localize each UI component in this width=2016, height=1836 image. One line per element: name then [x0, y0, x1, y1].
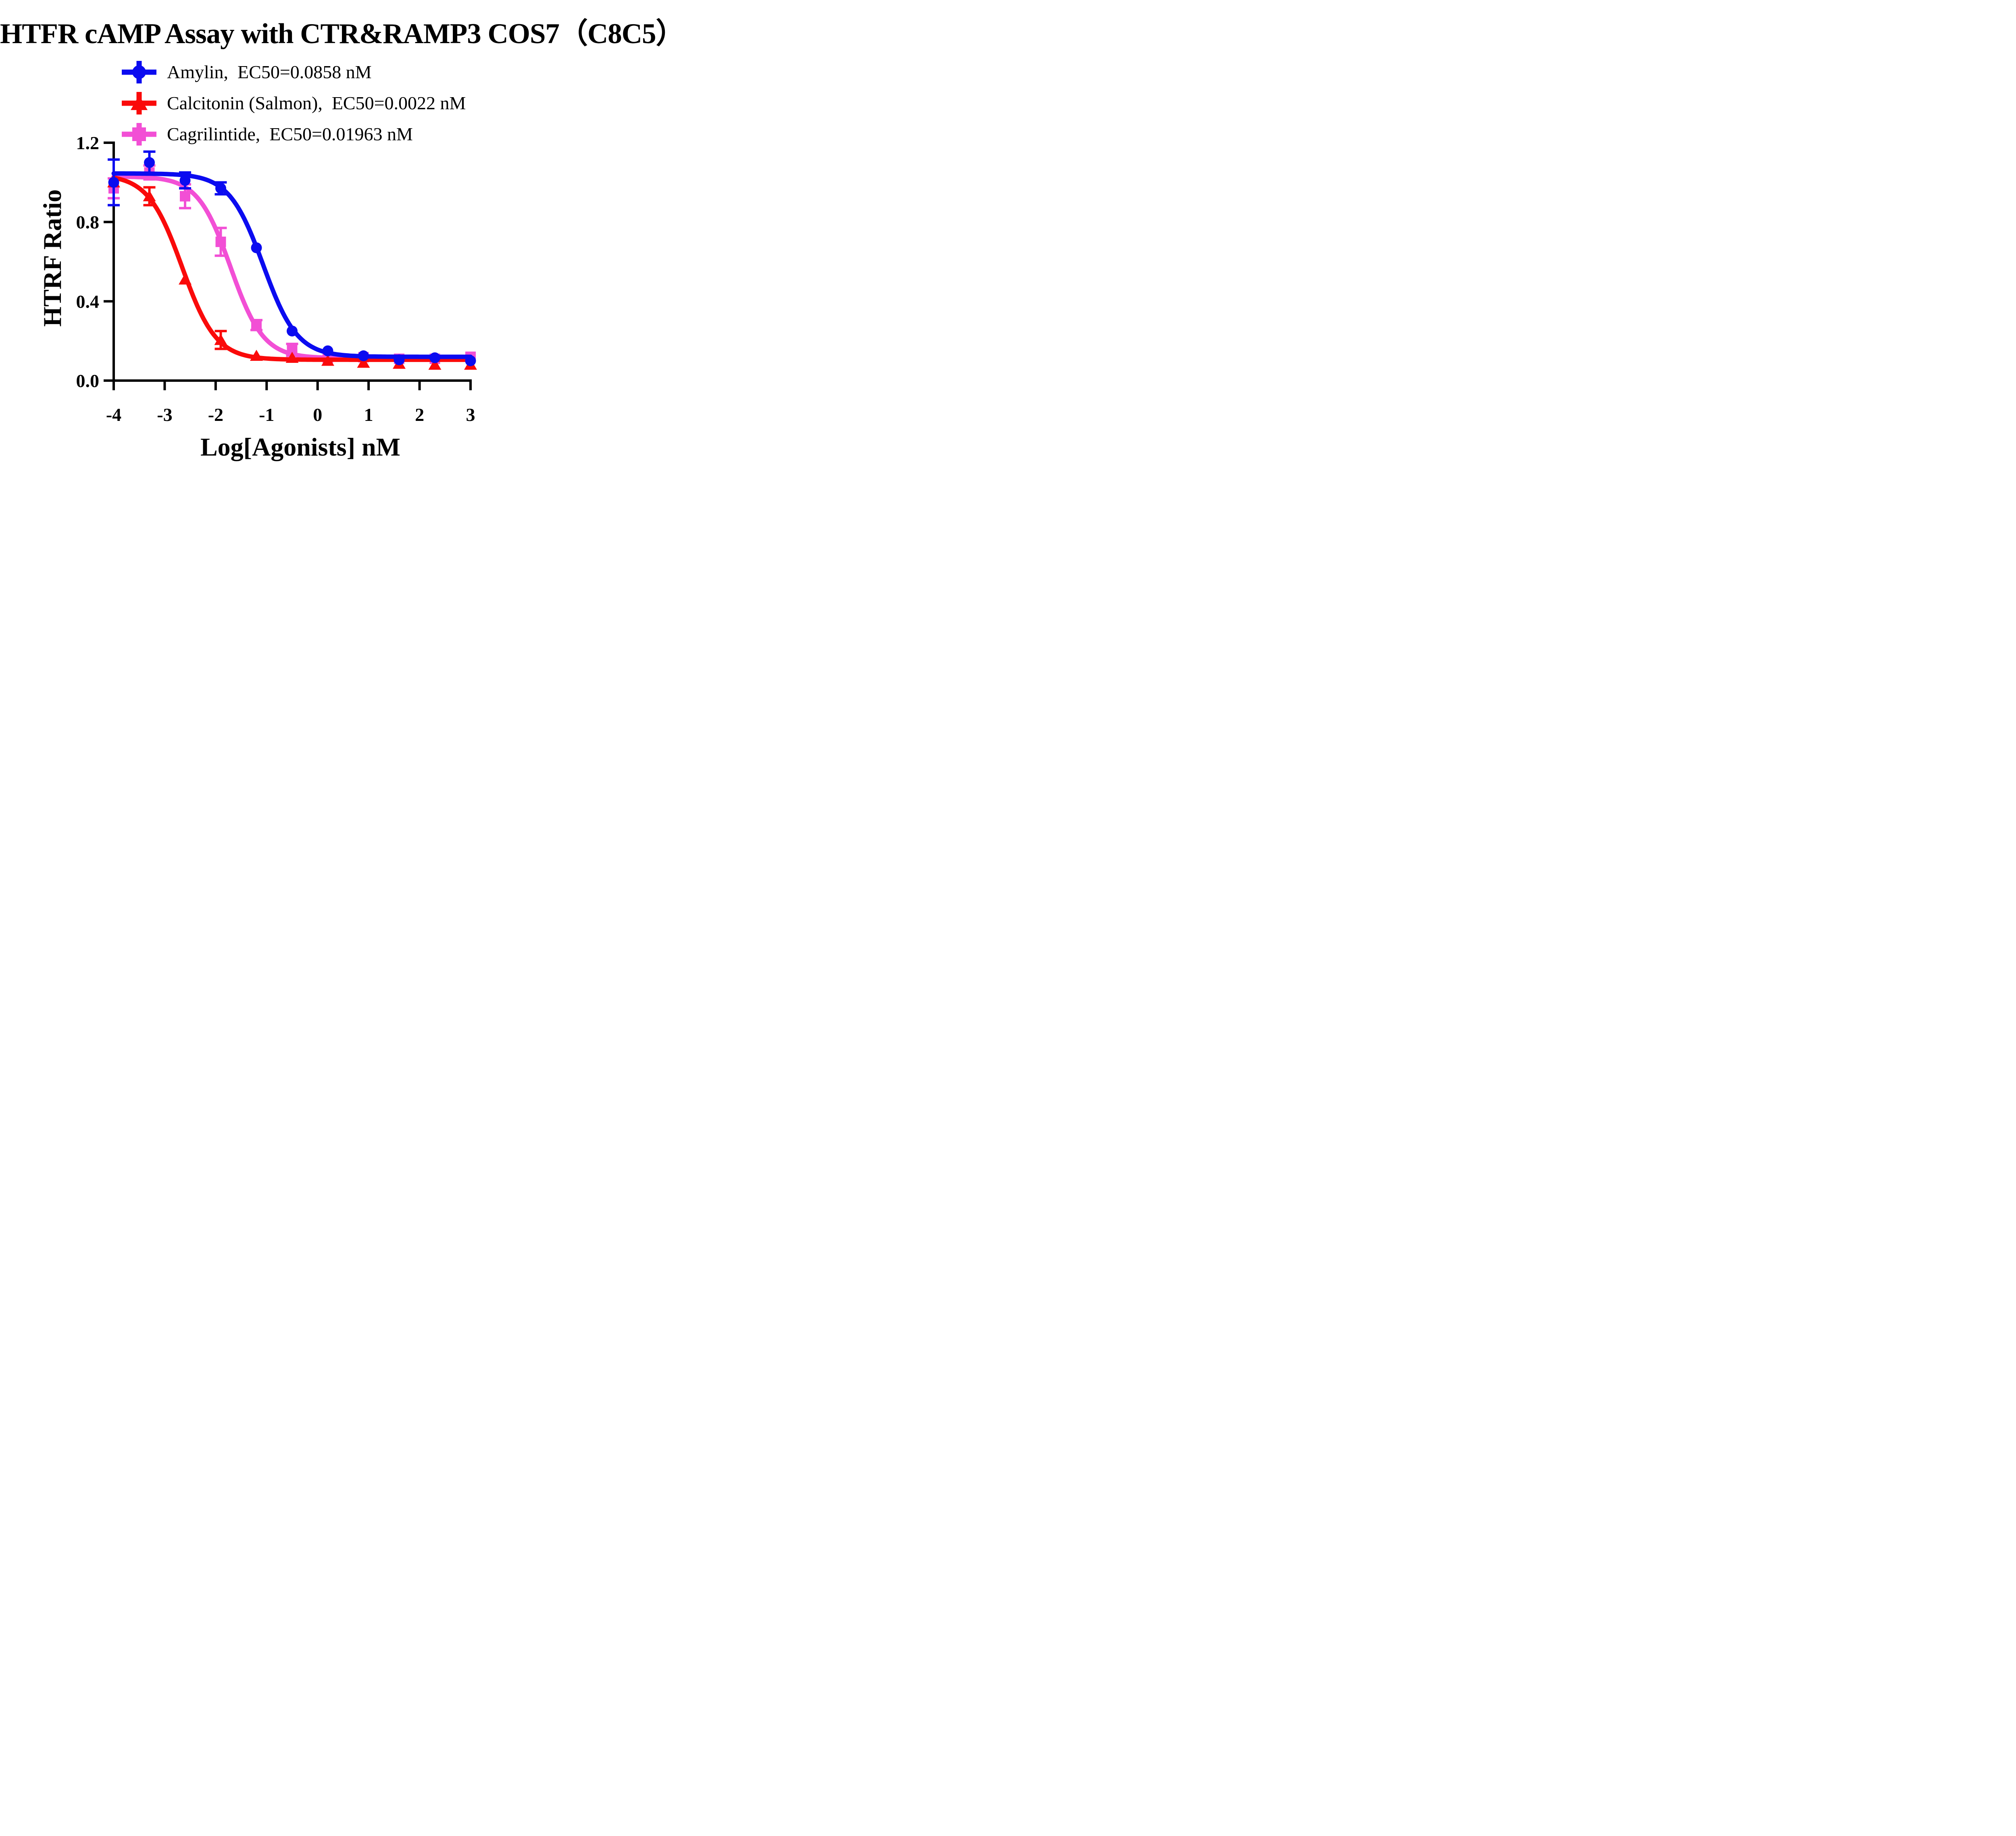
legend-label: Calcitonin (Salmon), EC50=0.0022 nM [167, 93, 466, 113]
calcitonin-salmon-data-point [428, 358, 442, 370]
x-tick-label: -1 [259, 404, 274, 425]
amylin-data-point [215, 183, 226, 194]
chart-container: HTFR cAMP Assay with CTR&RAMP3 COS7（C8C5… [0, 0, 685, 461]
cagrilintide-data-point [251, 320, 262, 331]
y-tick-label: 0.4 [76, 291, 100, 312]
cagrilintide-data-point [215, 236, 226, 247]
amylin-data-point [394, 354, 405, 365]
x-tick-label: -3 [157, 404, 172, 425]
amylin-data-point [179, 175, 191, 186]
legend-item-calcitonin: Calcitonin (Salmon), EC50=0.0022 nM [121, 87, 466, 119]
y-tick-label: 0.8 [76, 212, 100, 233]
calcitonin-salmon-data-point [321, 354, 334, 366]
x-tick-label: 3 [466, 404, 475, 425]
x-tick-label: 2 [415, 404, 424, 425]
amylin-data-point [358, 350, 369, 362]
x-tick-label: 0 [313, 404, 322, 425]
chart-title: HTFR cAMP Assay with CTR&RAMP3 COS7（C8C5… [0, 18, 685, 50]
calcitonin-salmon-data-point [250, 350, 263, 361]
cagrilintide-square-marker-icon [122, 123, 156, 146]
calcitonin-triangle-marker-icon [122, 92, 156, 114]
amylin-data-point [144, 157, 155, 168]
legend-item-cagrilintide: Cagrilintide, EC50=0.01963 nM [121, 119, 466, 150]
x-tick-label: -4 [106, 404, 121, 425]
x-tick-label: -2 [208, 404, 223, 425]
legend-label: Cagrilintide, EC50=0.01963 nM [167, 124, 413, 144]
amylin-data-point [429, 352, 440, 363]
x-axis-title: Log[Agonists] nM [200, 433, 401, 461]
calcitonin-salmon-data-point [214, 334, 227, 345]
amylin-circle-marker-icon [122, 60, 156, 83]
legend: Amylin, EC50=0.0858 nM Calcitonin (Salmo… [121, 56, 466, 150]
y-tick-label: 0.0 [76, 371, 100, 391]
plot-area: 0.0 0.4 0.8 1.2 -4 -3 -2 -1 0 1 2 3 [76, 133, 477, 425]
x-tick-label: 1 [364, 404, 373, 425]
calcitonin-salmon-data-point [143, 190, 156, 202]
legend-label: Amylin, EC50=0.0858 nM [167, 62, 372, 82]
amylin-data-point [108, 177, 119, 188]
calcitonin-salmon-data-point [285, 352, 299, 363]
legend-item-amylin: Amylin, EC50=0.0858 nM [121, 56, 466, 87]
amylin-data-point [287, 325, 298, 337]
calcitonin-salmon-data-point [179, 273, 192, 285]
y-tick-label: 1.2 [76, 133, 100, 153]
amylin-data-point [251, 242, 262, 254]
y-axis-title: HTRF Ratio [38, 189, 67, 327]
amylin-data-point [322, 345, 333, 356]
calcitonin-salmon-data-point [357, 356, 370, 368]
cagrilintide-data-point [180, 191, 190, 202]
amylin-data-point [465, 355, 476, 366]
